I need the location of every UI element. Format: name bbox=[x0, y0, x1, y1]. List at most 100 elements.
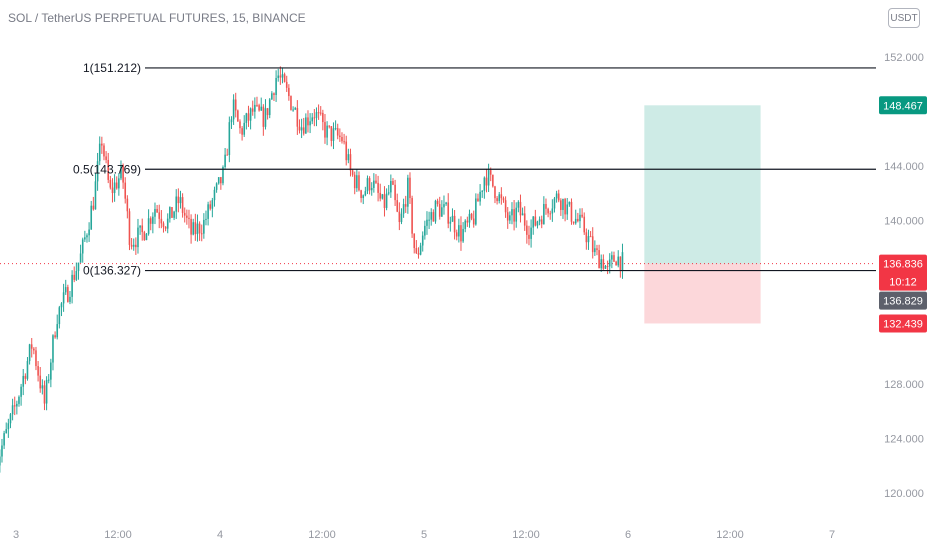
candle bbox=[328, 125, 331, 127]
candle bbox=[591, 236, 594, 253]
candle bbox=[419, 245, 422, 255]
candle bbox=[428, 219, 430, 221]
candle bbox=[481, 190, 484, 192]
candle bbox=[560, 200, 562, 210]
candle bbox=[290, 96, 292, 110]
y-tick-label: 124.000 bbox=[884, 433, 924, 445]
candle bbox=[579, 214, 581, 222]
candle bbox=[156, 208, 158, 213]
candle bbox=[553, 198, 556, 209]
candle bbox=[506, 212, 509, 221]
stop-zone[interactable] bbox=[644, 263, 761, 324]
candle bbox=[319, 112, 322, 114]
candle bbox=[203, 219, 205, 234]
candle bbox=[602, 259, 605, 269]
candle bbox=[417, 253, 420, 255]
candle bbox=[211, 200, 214, 209]
price-tag bbox=[879, 96, 927, 115]
candle bbox=[594, 248, 596, 253]
candle bbox=[596, 248, 598, 251]
candle bbox=[600, 259, 603, 269]
candle bbox=[105, 156, 107, 160]
candle bbox=[421, 235, 424, 246]
candle bbox=[154, 208, 156, 217]
candle bbox=[564, 198, 566, 215]
candle bbox=[26, 361, 29, 379]
candle bbox=[101, 143, 103, 146]
candle bbox=[35, 350, 37, 367]
candle bbox=[449, 221, 452, 224]
candle bbox=[402, 204, 405, 214]
candle bbox=[141, 225, 144, 233]
candle bbox=[430, 212, 433, 220]
candle bbox=[557, 193, 560, 201]
candle bbox=[404, 204, 407, 207]
candle bbox=[158, 212, 161, 219]
candle bbox=[411, 198, 413, 234]
candle bbox=[275, 77, 277, 96]
candle bbox=[222, 167, 224, 184]
candle bbox=[0, 456, 1, 466]
candle bbox=[64, 287, 67, 293]
candle bbox=[279, 75, 282, 78]
candle bbox=[90, 205, 93, 230]
candle bbox=[549, 213, 552, 215]
x-tick-label: 5 bbox=[421, 529, 427, 541]
candle bbox=[500, 194, 503, 199]
candle bbox=[152, 216, 154, 224]
candle bbox=[3, 433, 5, 446]
candle bbox=[86, 235, 88, 238]
candle bbox=[294, 108, 297, 110]
candle bbox=[515, 207, 518, 222]
candle bbox=[504, 200, 507, 213]
candle bbox=[313, 117, 316, 119]
candle bbox=[262, 106, 265, 127]
candle bbox=[362, 195, 365, 199]
candle bbox=[71, 274, 73, 297]
candle bbox=[370, 187, 373, 191]
candle bbox=[523, 213, 526, 226]
candle bbox=[613, 255, 615, 262]
candle bbox=[69, 296, 71, 302]
price-tag bbox=[879, 254, 927, 291]
candle bbox=[390, 181, 392, 193]
candle bbox=[492, 174, 494, 187]
currency-button[interactable]: USDT bbox=[888, 8, 920, 28]
candle bbox=[77, 262, 80, 272]
candle bbox=[347, 154, 350, 161]
x-tick-label: 4 bbox=[217, 529, 223, 541]
candle bbox=[377, 182, 379, 193]
candle bbox=[498, 194, 501, 202]
y-tick-label: 152.000 bbox=[884, 52, 924, 64]
candle bbox=[570, 201, 573, 222]
candle bbox=[169, 207, 171, 219]
candle bbox=[343, 141, 345, 143]
candle bbox=[526, 225, 528, 235]
candle bbox=[239, 121, 241, 129]
candle bbox=[530, 227, 532, 239]
candle bbox=[175, 196, 178, 212]
candle bbox=[247, 113, 250, 121]
axes: 120.000 124.000 128.000 140.000 144.000 152.0… bbox=[13, 52, 924, 541]
candle bbox=[43, 385, 46, 404]
candle bbox=[241, 128, 243, 135]
candle bbox=[387, 192, 390, 194]
candle bbox=[256, 104, 258, 106]
candle bbox=[407, 177, 409, 207]
position-tool[interactable] bbox=[0, 105, 876, 324]
candle bbox=[358, 175, 360, 191]
candle bbox=[475, 198, 477, 225]
candle bbox=[356, 175, 358, 189]
candle bbox=[589, 236, 592, 238]
candle bbox=[366, 178, 369, 192]
target-zone[interactable] bbox=[644, 105, 761, 264]
candle bbox=[581, 214, 583, 217]
candle bbox=[383, 194, 386, 208]
candle bbox=[160, 218, 163, 224]
candle bbox=[103, 145, 105, 157]
candle bbox=[394, 184, 396, 201]
candle bbox=[540, 219, 543, 225]
fib-retracement[interactable]: 1(151.212) 0.5(143.769) 0(136.327) bbox=[73, 61, 876, 278]
candle bbox=[443, 204, 445, 208]
